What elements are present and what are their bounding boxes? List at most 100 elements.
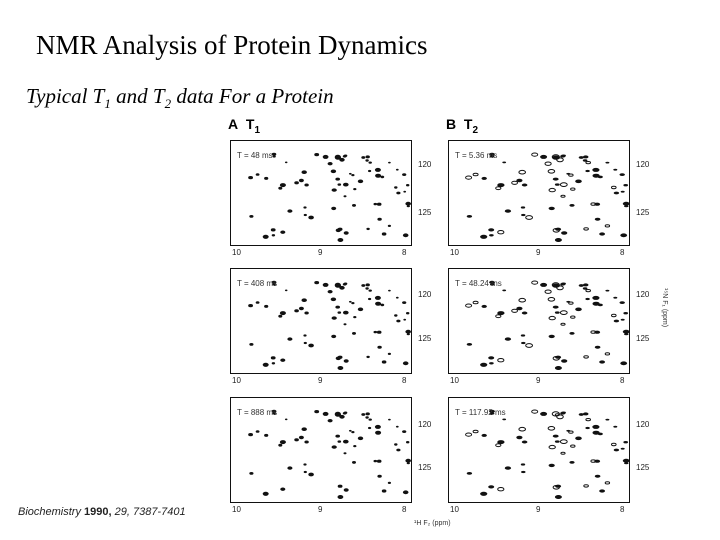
- spectrum-peak: [294, 181, 299, 185]
- spectrum-peak: [298, 306, 304, 311]
- spectrum-peak: [592, 173, 600, 178]
- spectrum-peak: [308, 472, 314, 477]
- spectrum-peak: [556, 157, 564, 163]
- spectrum-peak: [342, 155, 347, 158]
- spectrum-peak: [554, 440, 560, 443]
- spectrum-peak: [380, 303, 385, 307]
- spectrum-peak: [406, 312, 410, 315]
- spectrum-peak: [394, 186, 398, 189]
- spectrum-peak: [335, 177, 340, 181]
- spectrum-peak: [582, 412, 589, 416]
- spectrum-peak: [497, 230, 505, 235]
- y-tick-mid-r2-120: 120: [418, 290, 432, 299]
- spectrum-peak: [343, 439, 349, 444]
- spectrum-peak: [585, 418, 591, 422]
- spectrum-peak: [331, 334, 337, 339]
- spectrum-peak: [396, 448, 401, 452]
- spectrum-peak: [516, 178, 523, 183]
- spectrum-peak: [613, 191, 620, 195]
- spectrum-peak: [497, 440, 505, 445]
- spectrum-peak: [497, 311, 505, 316]
- spectrum-peak: [249, 472, 254, 475]
- spectrum-peak: [375, 301, 382, 306]
- y-tick-mid-r3-120: 120: [418, 420, 432, 429]
- spectrum-peak: [348, 172, 352, 175]
- spectrum-peak: [489, 362, 494, 365]
- spectrum-peak: [554, 495, 562, 499]
- spectrum-peak: [406, 462, 410, 465]
- spectrum-peak: [520, 463, 526, 466]
- spectrum-peak: [520, 206, 526, 209]
- spectrum-peak: [504, 337, 511, 341]
- panel-a-letter: A: [228, 116, 239, 132]
- spectrum-peak: [472, 172, 479, 177]
- spectrum-peak: [284, 289, 288, 292]
- x-tick-left-r3-9: 9: [318, 505, 323, 514]
- spectrum-peak: [335, 356, 341, 361]
- panel-a-sub: 1: [254, 124, 261, 136]
- spectrum-peak: [525, 215, 533, 220]
- spectrum-peak: [353, 445, 357, 448]
- spectrum-peak: [395, 296, 399, 299]
- spectrum-peak: [361, 413, 366, 416]
- spectrum-peak: [592, 424, 600, 429]
- spectrum-peak: [278, 186, 283, 190]
- x-tick-right-r3-9: 9: [536, 505, 541, 514]
- spectrum-peak: [342, 412, 347, 415]
- spectrum-peak: [278, 443, 283, 447]
- spectrum-peak: [381, 360, 387, 364]
- spectrum-peak: [566, 300, 571, 303]
- x-tick-right-r3-8: 8: [620, 505, 625, 514]
- spectrum-peak: [388, 418, 391, 421]
- spectrum-peak: [578, 284, 584, 287]
- spectrum-peaks-t2-row1: [465, 152, 630, 242]
- spectrum-peak: [361, 284, 366, 287]
- spectrum-peak: [547, 297, 556, 302]
- spectrum-t1-row3: T = 888 ms: [230, 397, 412, 503]
- spectrum-peak: [551, 411, 560, 417]
- x-tick-right-r2-8: 8: [620, 376, 625, 385]
- spectrum-peak: [271, 280, 277, 284]
- spectrum-peak: [405, 329, 411, 334]
- spectrum-peak: [272, 155, 276, 158]
- spectrum-peak: [582, 287, 588, 290]
- x-axis-title: ¹H F₂ (ppm): [414, 520, 451, 527]
- spectrum-peak: [368, 161, 372, 164]
- spectrum-peak: [352, 461, 356, 464]
- spectrum-peak: [301, 170, 307, 174]
- spectrum-peak: [497, 487, 505, 492]
- spectrum-peak: [314, 153, 320, 157]
- x-tick-right-r1-10: 10: [450, 248, 459, 257]
- spectrum-peak: [622, 201, 630, 206]
- spectrum-peak: [343, 323, 347, 326]
- spectrum-peak: [334, 282, 341, 287]
- spectrum-peak: [569, 332, 575, 335]
- spectrum-peak: [575, 307, 582, 312]
- spectrum-peak: [556, 414, 564, 420]
- spectrum-peak: [339, 285, 345, 290]
- spectrum-peak: [590, 330, 597, 334]
- spectrum-peak: [613, 425, 618, 428]
- spectrum-peak: [540, 154, 548, 159]
- spectrum-peak: [531, 280, 539, 285]
- spectrum-peak: [402, 301, 407, 304]
- spectrum-peak: [481, 176, 487, 180]
- spectrum-peak: [488, 228, 495, 232]
- spectrum-peak: [301, 298, 307, 302]
- spectrum-peak: [373, 459, 378, 463]
- spectrum-peak: [490, 283, 495, 286]
- spectrum-peak: [585, 169, 590, 173]
- spectrum-peak: [525, 343, 533, 348]
- y-tick-mid-r2-125: 125: [418, 334, 432, 343]
- spectrum-peak: [582, 155, 589, 159]
- spectrum-peak: [381, 489, 387, 493]
- spectrum-peak: [314, 281, 320, 285]
- spectrum-peak: [279, 311, 286, 316]
- spectrum-peak: [552, 434, 559, 438]
- spectrum-peak: [368, 169, 372, 173]
- spectrum-peak: [376, 330, 382, 334]
- spectrum-peak: [368, 418, 372, 421]
- spectrum-peak: [583, 227, 589, 231]
- spectrum-peak: [521, 440, 528, 444]
- spectrum-peak: [348, 300, 352, 303]
